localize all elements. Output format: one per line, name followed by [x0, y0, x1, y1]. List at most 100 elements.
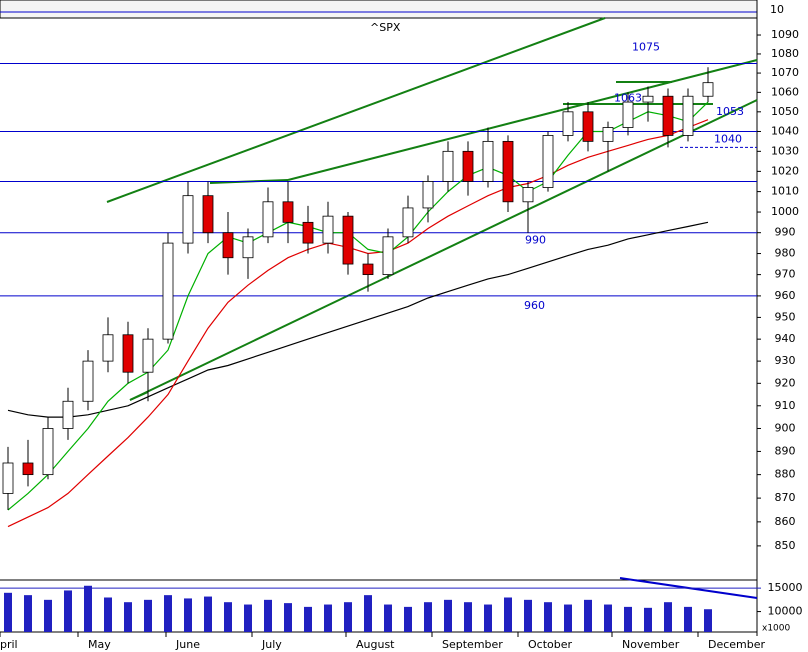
y-tick-label: 940: [775, 332, 796, 345]
volume-bar: [704, 609, 712, 632]
y-tick-label: 950: [775, 310, 796, 323]
y-tick-label: 1010: [771, 185, 799, 198]
volume-bar: [4, 592, 12, 632]
y-tick-label: 850: [775, 539, 796, 552]
candle-body: [282, 201, 294, 223]
volume-unit-label: x1000: [762, 624, 791, 634]
candle-body: [622, 101, 634, 128]
volume-bar: [364, 595, 372, 632]
indicator-strip: [0, 0, 758, 19]
ma-line: [7, 119, 709, 528]
x-tick-label: August: [356, 638, 395, 651]
volume-bar: [24, 595, 32, 632]
volume-bar: [504, 597, 512, 632]
y-tick-label: 1030: [771, 144, 799, 157]
y-tick-label: 860: [775, 515, 796, 528]
level-annotation: 1075: [632, 40, 660, 53]
x-tick-label: October: [528, 638, 572, 651]
volume-bar: [324, 604, 332, 632]
volume-bar: [204, 596, 212, 632]
candle-body: [702, 82, 714, 97]
candle-body: [222, 232, 234, 259]
y-tick-label: 970: [775, 268, 796, 281]
volume-bar: [264, 599, 272, 632]
volume-bar: [484, 604, 492, 632]
volume-bar: [224, 602, 232, 632]
volume-bar: [624, 606, 632, 632]
volume-bar: [564, 604, 572, 632]
candle-body: [682, 95, 694, 136]
chart-title: ^SPX: [370, 21, 401, 34]
volume-bar: [124, 602, 132, 632]
candle-body: [2, 462, 14, 494]
y-tick-label: 1080: [771, 47, 799, 60]
x-tick-label: May: [88, 638, 111, 651]
volume-bar: [144, 599, 152, 632]
x-tick-label: September: [442, 638, 503, 651]
y-tick-label: 1000: [771, 205, 799, 218]
volume-bar: [164, 595, 172, 632]
trend-line: [129, 391, 149, 401]
volume-bar: [284, 603, 292, 632]
volume-bar: [664, 602, 672, 632]
level-annotation: 1053: [716, 105, 744, 118]
candle-body: [162, 242, 174, 340]
volume-bar: [524, 599, 532, 632]
volume-bar: [344, 602, 352, 632]
level-annotation: 990: [525, 234, 546, 247]
volume-bar: [64, 590, 72, 632]
candle-body: [182, 195, 194, 244]
candle-body: [562, 111, 574, 136]
y-tick-label: 980: [775, 247, 796, 260]
candle-body: [542, 135, 554, 188]
candle-body: [362, 263, 374, 276]
candle-body: [202, 195, 214, 234]
candle-body: [62, 400, 74, 429]
volume-bar: [604, 604, 612, 632]
y-tick-label: 870: [775, 491, 796, 504]
candle-body: [242, 236, 254, 259]
volume-bar: [244, 604, 252, 632]
candle-body: [302, 221, 314, 244]
y-tick-label: 930: [775, 354, 796, 367]
volume-bar: [84, 585, 92, 632]
trend-line: [106, 17, 606, 203]
volume-bar: [104, 597, 112, 632]
volume-tick-label: 10000: [768, 605, 803, 618]
candle-body: [102, 334, 114, 362]
trend-line: [287, 59, 758, 181]
y-tick-label: 910: [775, 399, 796, 412]
candle-body: [402, 207, 414, 238]
x-tick-label: November: [622, 638, 680, 651]
candle-body: [482, 140, 494, 182]
y-tick-label: 1040: [771, 124, 799, 137]
candle-body: [522, 187, 534, 203]
volume-tick-label: 15000: [768, 581, 803, 594]
x-tick-label: July: [261, 638, 282, 651]
y-tick-label: 1020: [771, 164, 799, 177]
y-tick-label: 900: [775, 421, 796, 434]
y-tick-label: 1050: [771, 105, 799, 118]
volume-bar: [384, 604, 392, 632]
volume-bar: [404, 606, 412, 632]
x-tick-label: June: [175, 638, 200, 651]
level-annotation: 1040: [714, 132, 742, 145]
y-tick-label: 890: [775, 444, 796, 457]
indicator-tick-label: 10: [770, 3, 784, 16]
candle-body: [382, 236, 394, 276]
volume-bar: [464, 602, 472, 632]
volume-bar: [584, 599, 592, 632]
y-tick-label: 1070: [771, 66, 799, 79]
y-tick-label: 990: [775, 226, 796, 239]
candle-body: [642, 95, 654, 103]
volume-bar: [424, 602, 432, 632]
y-tick-label: 1090: [771, 28, 799, 41]
volume-bar: [304, 606, 312, 632]
x-tick-label: December: [708, 638, 766, 651]
candle-body: [42, 428, 54, 476]
candle-body: [122, 334, 134, 373]
volume-bar: [644, 607, 652, 632]
candle-body: [602, 127, 614, 142]
candle-body: [582, 111, 594, 142]
